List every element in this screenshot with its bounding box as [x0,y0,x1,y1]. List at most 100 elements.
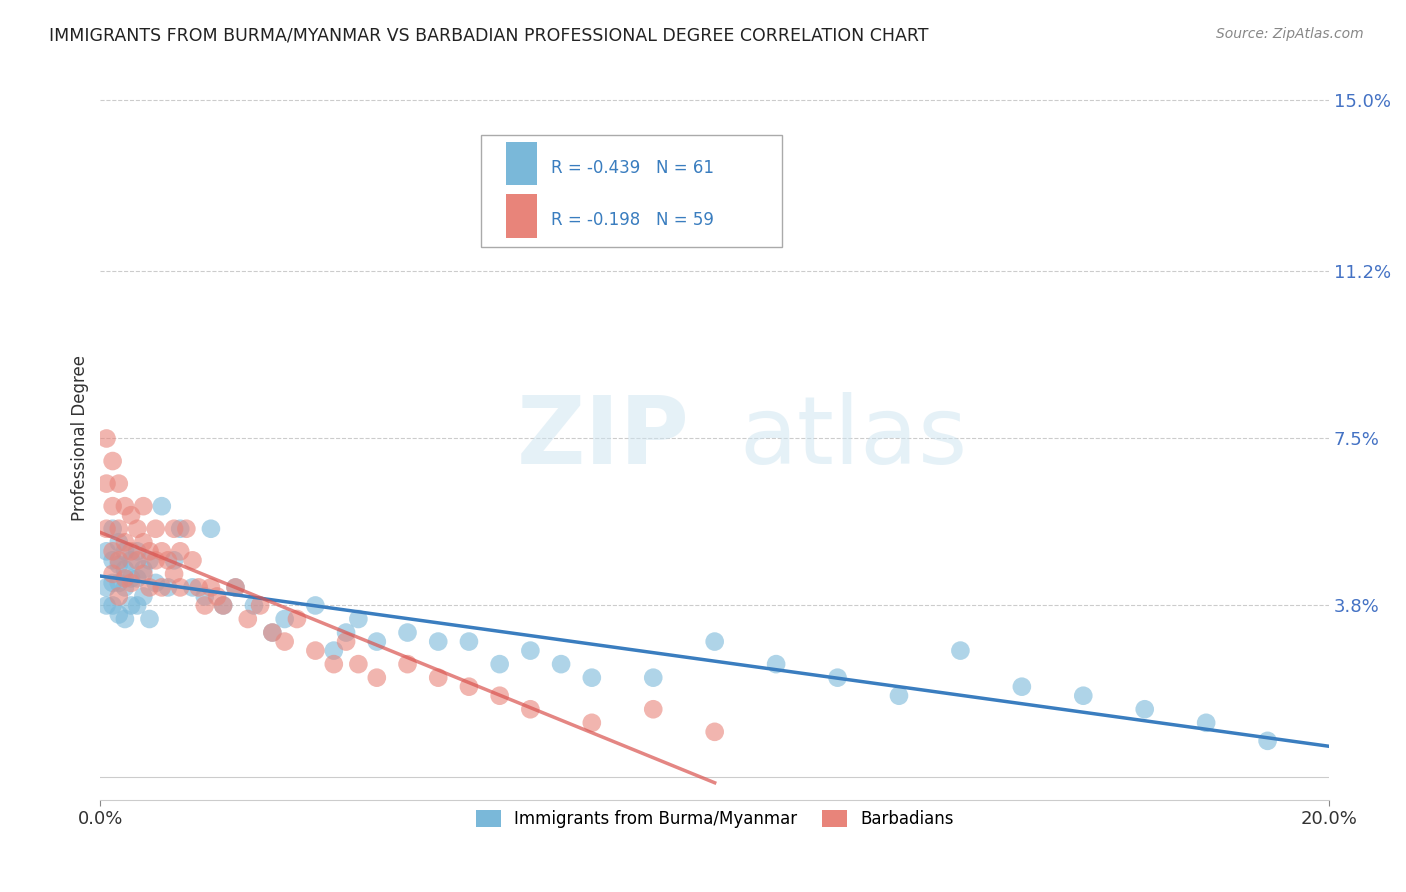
Point [163,566,186,581]
Point [205,590,228,604]
Text: R = -0.439   N = 61: R = -0.439 N = 61 [551,159,714,178]
Point [138,581,160,595]
Point [304,643,326,657]
Point [138,612,160,626]
Point [643,671,665,685]
Point [366,634,388,648]
Text: R = -0.198   N = 59: R = -0.198 N = 59 [551,211,714,229]
Point [488,689,510,703]
Point [765,657,787,672]
Point [101,575,124,590]
Point [107,590,129,604]
Point [132,562,155,576]
Point [550,657,572,672]
Point [169,544,191,558]
Point [96,544,118,558]
Point [101,499,124,513]
Point [169,581,191,595]
Point [138,544,160,558]
Point [236,612,259,626]
Point [1195,715,1218,730]
Point [96,476,118,491]
Point [107,558,129,572]
Point [458,680,481,694]
Point [120,575,142,590]
Point [156,581,179,595]
Point [322,657,344,672]
Point [347,657,370,672]
Point [145,553,167,567]
Point [187,581,209,595]
Point [127,544,149,558]
Point [194,599,217,613]
Point [107,553,129,567]
Point [488,657,510,672]
Point [304,599,326,613]
Legend: Immigrants from Burma/Myanmar, Barbadians: Immigrants from Burma/Myanmar, Barbadian… [468,803,960,835]
Point [200,581,222,595]
Point [120,553,142,567]
Point [120,508,142,523]
Point [96,432,118,446]
Point [427,634,450,648]
Point [101,599,124,613]
Point [114,571,136,585]
Point [1133,702,1156,716]
Point [581,671,603,685]
Point [101,544,124,558]
Text: IMMIGRANTS FROM BURMA/MYANMAR VS BARBADIAN PROFESSIONAL DEGREE CORRELATION CHART: IMMIGRANTS FROM BURMA/MYANMAR VS BARBADI… [49,27,929,45]
Point [163,553,186,567]
Point [335,625,357,640]
Point [150,499,173,513]
Point [163,522,186,536]
Point [1011,680,1033,694]
Point [138,553,160,567]
Point [132,590,155,604]
Point [150,544,173,558]
Point [243,599,266,613]
Point [114,544,136,558]
Point [212,599,235,613]
Point [703,634,725,648]
Point [132,499,155,513]
Point [107,476,129,491]
Bar [506,142,537,186]
Point [132,566,155,581]
Point [127,553,149,567]
Point [427,671,450,685]
Point [120,599,142,613]
Point [107,607,129,622]
Point [150,581,173,595]
Point [1071,689,1094,703]
Text: atlas: atlas [740,392,967,484]
FancyBboxPatch shape [481,136,782,247]
Point [96,522,118,536]
Point [169,522,191,536]
Point [181,581,204,595]
Point [249,599,271,613]
Point [181,553,204,567]
Point [396,625,419,640]
Point [107,522,129,536]
Point [285,612,308,626]
Text: ZIP: ZIP [517,392,690,484]
Point [132,535,155,549]
Point [114,562,136,576]
Point [127,571,149,585]
Bar [506,194,537,238]
Point [1257,734,1279,748]
Point [273,612,295,626]
Point [262,625,284,640]
Point [322,643,344,657]
Point [101,522,124,536]
Point [114,499,136,513]
Point [127,599,149,613]
Point [96,581,118,595]
Point [145,575,167,590]
Point [273,634,295,648]
Point [396,657,419,672]
Point [145,522,167,536]
Point [96,599,118,613]
Point [114,535,136,549]
Point [156,553,179,567]
